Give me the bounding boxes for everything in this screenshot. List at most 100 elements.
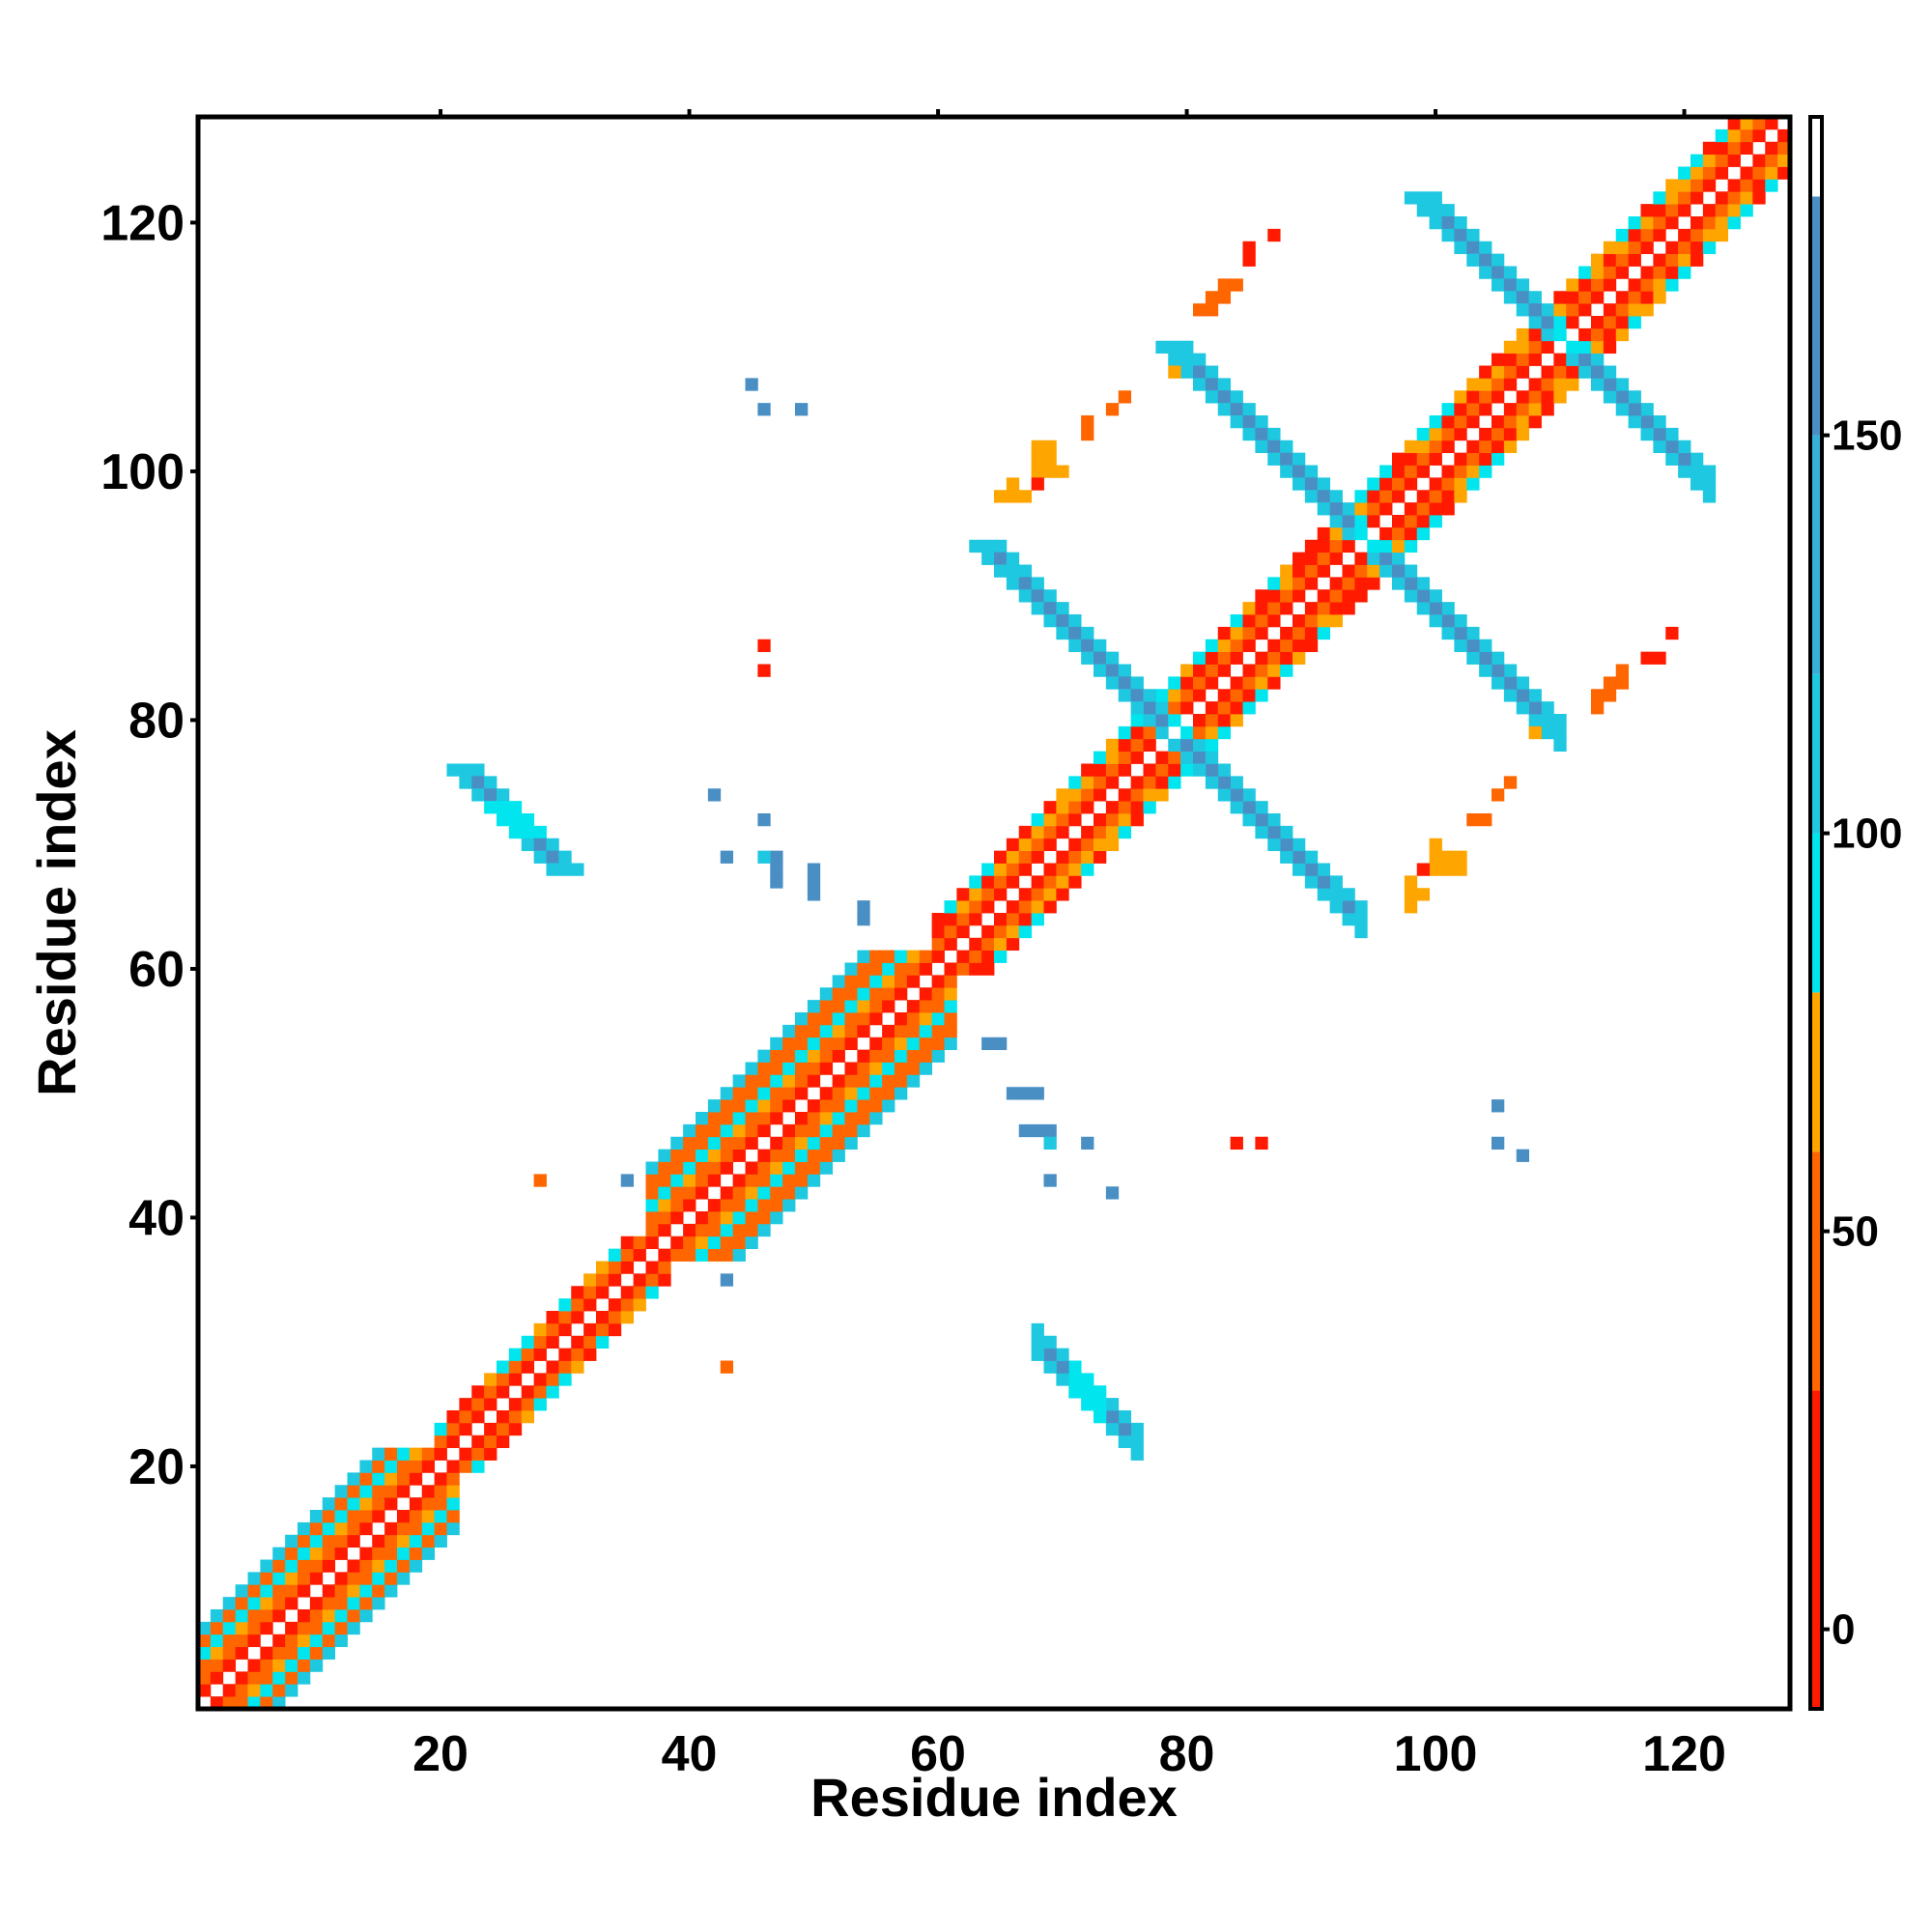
heatmap-cell xyxy=(1503,415,1518,429)
heatmap-cell xyxy=(944,1000,957,1013)
heatmap-cell xyxy=(546,1311,559,1324)
heatmap-cell xyxy=(558,1322,572,1337)
heatmap-cell xyxy=(1603,340,1617,355)
heatmap-cell xyxy=(1342,515,1355,528)
heatmap-cell xyxy=(807,888,821,901)
heatmap-cell xyxy=(1143,801,1156,814)
heatmap-cell xyxy=(497,1435,510,1449)
heatmap-cell xyxy=(1094,813,1107,827)
heatmap-cell xyxy=(633,1286,646,1299)
heatmap-cell xyxy=(770,1161,783,1175)
heatmap-cell xyxy=(1342,502,1355,516)
heatmap-cell xyxy=(707,1161,722,1175)
heatmap-cell xyxy=(1155,725,1169,740)
heatmap-cell xyxy=(1230,801,1243,814)
heatmap-cell xyxy=(1043,1123,1057,1138)
heatmap-cell xyxy=(210,1609,224,1623)
heatmap-cell xyxy=(1168,714,1181,727)
heatmap-cell xyxy=(757,1211,771,1225)
heatmap-cell xyxy=(882,1024,895,1038)
heatmap-cell xyxy=(1280,639,1293,653)
heatmap-cell xyxy=(1329,614,1343,628)
heatmap-cell xyxy=(770,1149,783,1162)
heatmap-cell xyxy=(732,1099,746,1113)
heatmap-cell xyxy=(670,1136,684,1151)
heatmap-cell xyxy=(1304,602,1319,615)
heatmap-cell xyxy=(546,863,559,876)
heatmap-cell xyxy=(247,1634,261,1648)
heatmap-cell xyxy=(782,1136,796,1151)
heatmap-cell xyxy=(1615,676,1630,690)
heatmap-cell xyxy=(446,763,460,777)
heatmap-cell xyxy=(1541,701,1554,715)
heatmap-cell xyxy=(1031,577,1044,590)
heatmap-cell xyxy=(869,1074,883,1088)
heatmap-cell xyxy=(720,1149,734,1162)
heatmap-cell xyxy=(782,1174,796,1187)
heatmap-cell xyxy=(696,1149,709,1162)
heatmap-cell xyxy=(1068,776,1082,789)
heatmap-cell xyxy=(1280,564,1293,578)
heatmap-cell xyxy=(882,1074,895,1088)
x-axis-ticks: 20 40 60 80 100 120 xyxy=(412,109,1726,1782)
heatmap-cell xyxy=(347,1609,360,1623)
heatmap-cell xyxy=(994,1037,1008,1051)
heatmap-cell xyxy=(770,1186,783,1200)
heatmap-cell xyxy=(1230,403,1243,416)
heatmap-cell xyxy=(1541,327,1554,342)
heatmap-cell xyxy=(421,1460,436,1473)
heatmap-cell xyxy=(1043,440,1057,454)
heatmap-cell xyxy=(1665,427,1679,441)
heatmap-cell xyxy=(707,1174,722,1187)
heatmap-cell xyxy=(1329,552,1343,565)
heatmap-cell xyxy=(285,1646,298,1660)
heatmap-cell xyxy=(298,1646,311,1660)
heatmap-cell xyxy=(757,1099,771,1113)
heatmap-cell xyxy=(819,987,834,1001)
heatmap-cell xyxy=(247,1597,261,1610)
heatmap-cell xyxy=(658,1149,671,1162)
heatmap-cell xyxy=(1081,415,1094,429)
heatmap-cell xyxy=(882,975,895,988)
heatmap-cell xyxy=(1031,813,1044,827)
heatmap-cell xyxy=(944,913,957,926)
heatmap-cell xyxy=(359,1510,373,1523)
heatmap-cell xyxy=(1379,465,1393,478)
heatmap-cell xyxy=(1006,552,1020,565)
heatmap-cell xyxy=(770,1174,783,1187)
heatmap-cell xyxy=(1454,415,1467,429)
heatmap-cell xyxy=(608,1261,622,1274)
heatmap-cell xyxy=(683,1174,696,1187)
heatmap-cell xyxy=(1317,526,1331,541)
heatmap-cell xyxy=(1217,788,1232,802)
heatmap-cell xyxy=(571,1311,584,1324)
heatmap-cell xyxy=(1479,266,1492,279)
heatmap-cell xyxy=(645,1186,659,1200)
heatmap-cell xyxy=(931,1012,945,1026)
heatmap-cell xyxy=(1702,241,1717,255)
heatmap-cell xyxy=(546,1322,559,1337)
heatmap-cell xyxy=(1217,776,1232,789)
heatmap-cell xyxy=(272,1547,286,1560)
heatmap-cell xyxy=(1230,788,1243,802)
heatmap-cell xyxy=(745,1123,758,1138)
heatmap-cell xyxy=(359,1609,373,1623)
heatmap-cell xyxy=(1665,204,1679,217)
heatmap-cell xyxy=(1081,763,1094,777)
colorbar-segment xyxy=(1810,1151,1822,1391)
heatmap-cell xyxy=(1503,664,1518,677)
heatmap-cell xyxy=(1591,365,1605,379)
heatmap-cell xyxy=(222,1597,237,1610)
heatmap-cell xyxy=(1255,664,1268,677)
heatmap-cell xyxy=(1615,664,1630,677)
heatmap-cell xyxy=(459,1447,472,1461)
heatmap-cell xyxy=(260,1597,273,1610)
heatmap-cell xyxy=(533,1174,547,1187)
heatmap-cell xyxy=(658,1161,671,1175)
heatmap-cell xyxy=(1479,241,1492,255)
heatmap-cell xyxy=(384,1447,398,1461)
heatmap-cell xyxy=(1392,552,1406,565)
heatmap-cell xyxy=(235,1621,248,1635)
heatmap-cell xyxy=(1566,365,1579,379)
heatmap-cell xyxy=(795,1087,809,1100)
